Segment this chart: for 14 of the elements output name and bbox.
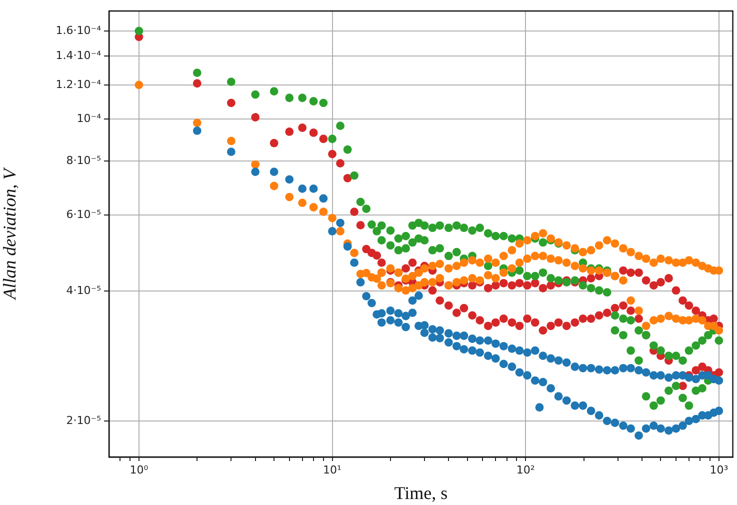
y-tick-label: 1.6·10⁻⁴ [56,24,102,37]
y-tick-label: 4·10⁻⁵ [66,284,101,297]
y-tick-label: 6·10⁻⁵ [66,208,101,221]
y-tick-label: 10⁻⁴ [76,112,102,125]
x-tick-label: 10² [516,463,535,476]
y-tick-label: 1.4·10⁻⁴ [56,48,102,62]
y-tick-label: 2·10⁻⁵ [66,414,101,427]
y-tick-label: 1.2·10⁻⁴ [56,78,102,91]
x-axis-title: Time, s [394,482,448,503]
y-axis-title: Allan deviation, V [0,166,20,300]
x-tick-label: 10⁰ [130,463,149,476]
x-tick-label: 10¹ [323,463,342,476]
x-tick-label: 10³ [710,463,728,476]
y-tick-label: 8·10⁻⁵ [66,154,101,167]
